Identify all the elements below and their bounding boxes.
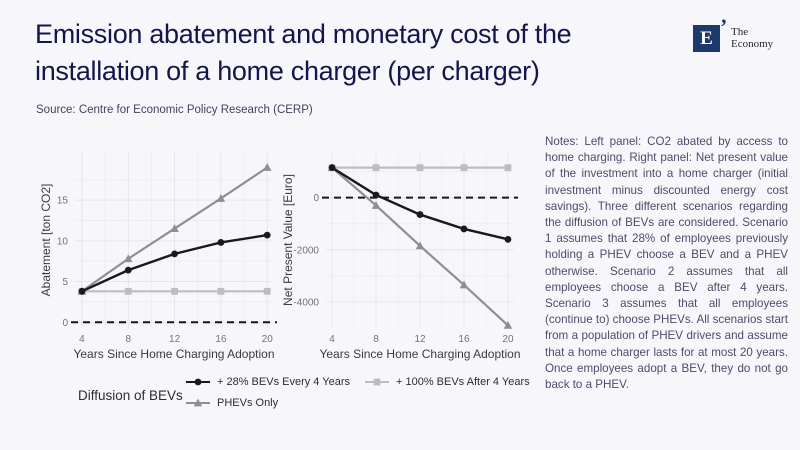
legend-item-label: PHEVs Only	[217, 397, 279, 409]
legend-item: + 100% BEVs After 4 Years	[364, 376, 530, 388]
circle-legend-marker-icon	[186, 378, 210, 386]
legend: + 28% BEVs Every 4 Years + 100% BEVs Afte…	[185, 376, 530, 409]
npv-panel: 0 -2000 -4000 4 8 12 16 20 Years Since Home Char…	[281, 152, 521, 361]
x-tick-label: 8	[125, 334, 131, 345]
logo-word-line-1: The	[731, 26, 749, 38]
title-line-2: installation of a home charger (per char…	[35, 56, 540, 86]
legend-group-title: Diffusion of BEVs	[78, 388, 183, 403]
square-legend-marker-icon	[365, 378, 389, 386]
x-tick-label: 12	[414, 334, 426, 345]
x-tick-label: 8	[373, 334, 379, 345]
legend-item: PHEVs Only	[185, 397, 350, 409]
y-tick-label: 0	[62, 318, 68, 329]
x-tick-label: 16	[458, 334, 470, 345]
abatement-panel: 0 5 10 15 4 8 12 16 20 Years Since Home Charging …	[39, 152, 277, 361]
y-tick-label: -2000	[293, 245, 319, 256]
x-tick-label: 4	[79, 334, 85, 345]
x-tick-label: 12	[169, 334, 181, 345]
charts-figure: 0 5 10 15 4 8 12 16 20 Years Since Home Charging …	[39, 152, 521, 361]
x-tick-label: 20	[262, 334, 274, 345]
notes-panel: Notes: Left panel: CO2 abated by access …	[545, 135, 788, 392]
y-axis-label: Net Present Value [Euro]	[281, 174, 295, 306]
logo-word-line-2: Economy	[731, 38, 774, 50]
logo: E ’ The Economy	[690, 14, 790, 60]
x-tick-label: 16	[215, 334, 227, 345]
y-tick-label: 10	[57, 236, 69, 247]
title-line-1: Emission abatement and monetary cost of …	[35, 19, 572, 49]
logo-wordmark: The Economy	[731, 26, 773, 50]
logo-letter-icon: E	[700, 28, 713, 49]
y-tick-label: -4000	[293, 297, 319, 308]
x-axis-label: Years Since Home Charging Adoption	[73, 347, 274, 361]
legend-item-label: + 28% BEVs Every 4 Years	[217, 376, 350, 388]
legend-item: + 28% BEVs Every 4 Years	[185, 376, 350, 388]
x-tick-label: 20	[502, 334, 514, 345]
logo-tick-icon: ’	[720, 14, 728, 39]
page-title: Emission abatement and monetary cost of …	[35, 16, 665, 90]
logo-mark: E	[693, 25, 720, 52]
y-tick-label: 5	[62, 277, 68, 288]
y-tick-label: 0	[313, 193, 319, 204]
triangle-legend-marker-icon	[186, 398, 210, 407]
source-note: Source: Centre for Economic Policy Resea…	[36, 104, 313, 116]
y-axis-label: Abatement [ton CO2]	[39, 184, 53, 297]
x-axis-label: Years Since Home Charging Adoption	[319, 347, 520, 361]
y-tick-label: 15	[57, 196, 69, 207]
legend-item-label: + 100% BEVs After 4 Years	[396, 376, 530, 388]
x-tick-label: 4	[329, 334, 335, 345]
